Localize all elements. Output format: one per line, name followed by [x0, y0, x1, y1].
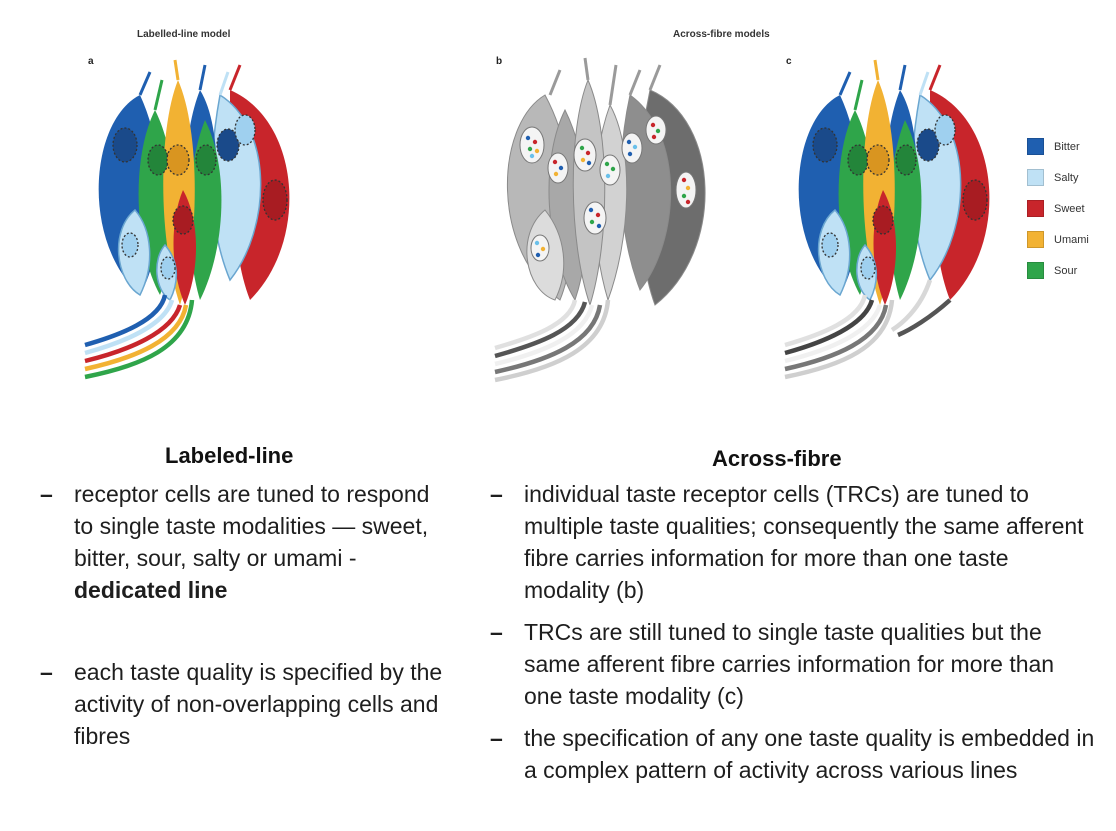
- bullet-bold-text: dedicated line: [74, 577, 228, 603]
- dash-bullet: –: [490, 619, 503, 645]
- afferent-fibres-b: [494, 299, 611, 383]
- cell-nuclei-c: [812, 114, 988, 280]
- legend-swatch: [1027, 262, 1044, 279]
- list-item: – individual taste receptor cells (TRCs)…: [488, 478, 1098, 606]
- dash-bullet: –: [490, 481, 503, 507]
- labeled-line-heading: Labeled-line: [165, 443, 294, 468]
- taste-bud-illustration-a: [84, 59, 290, 380]
- legend-swatch: [1027, 169, 1044, 186]
- receptor-cells-b: [506, 78, 706, 307]
- dash-bullet: –: [40, 659, 53, 685]
- bullet-text: each taste quality is specified by the a…: [74, 659, 443, 749]
- legend-swatch: [1027, 231, 1044, 248]
- bullet-text: TRCs are still tuned to single taste qua…: [524, 619, 1055, 709]
- bullet-text: individual taste receptor cells (TRCs) a…: [524, 481, 1084, 603]
- microvilli-c: [838, 59, 942, 111]
- list-item: – TRCs are still tuned to single taste q…: [488, 616, 1098, 712]
- list-item: – receptor cells are tuned to respond to…: [38, 478, 448, 606]
- legend-label: Salty: [1054, 171, 1079, 184]
- taste-legend: Bitter Salty Sweet Umami Sour: [1027, 131, 1089, 286]
- receptor-cells-c: [798, 80, 990, 305]
- list-item: – the specification of any one taste qua…: [488, 722, 1098, 786]
- panel-letter-b: b: [496, 56, 503, 67]
- legend-item-bitter: Bitter: [1027, 131, 1089, 162]
- taste-receptor-dots-b: [525, 122, 691, 258]
- cell-nuclei-a: [112, 114, 288, 280]
- taste-bud-illustration-c: [784, 59, 990, 380]
- legend-swatch: [1027, 200, 1044, 217]
- figure-title-labelled-line: Labelled-line model: [137, 29, 231, 40]
- dash-bullet: –: [490, 725, 503, 751]
- bullet-text: the specification of any one taste quali…: [524, 725, 1095, 783]
- list-item: – each taste quality is specified by the…: [38, 656, 448, 752]
- panel-letter-c: c: [786, 56, 792, 67]
- afferent-fibres-a: [84, 294, 195, 380]
- legend-item-salty: Salty: [1027, 162, 1089, 193]
- afferent-fibres-c: [784, 279, 952, 380]
- across-fibre-heading: Across-fibre: [712, 446, 842, 471]
- legend-label: Bitter: [1054, 140, 1080, 153]
- labeled-line-bullets: – receptor cells are tuned to respond to…: [38, 478, 448, 752]
- taste-bud-illustration-b: [494, 57, 706, 383]
- legend-swatch: [1027, 138, 1044, 155]
- microvilli-a: [138, 59, 242, 111]
- microvilli-b: [548, 57, 662, 106]
- legend-label: Sweet: [1054, 202, 1085, 215]
- receptor-cells-a: [98, 80, 290, 305]
- legend-label: Sour: [1054, 264, 1078, 277]
- dash-bullet: –: [40, 481, 53, 507]
- legend-item-sweet: Sweet: [1027, 193, 1089, 224]
- legend-label: Umami: [1054, 233, 1089, 246]
- panel-letter-a: a: [88, 56, 94, 67]
- legend-item-sour: Sour: [1027, 255, 1089, 286]
- bullet-text: receptor cells are tuned to respond to s…: [74, 481, 430, 571]
- legend-item-umami: Umami: [1027, 224, 1089, 255]
- figure-title-across-fibre: Across-fibre models: [673, 29, 770, 40]
- across-fibre-bullets: – individual taste receptor cells (TRCs)…: [488, 478, 1098, 786]
